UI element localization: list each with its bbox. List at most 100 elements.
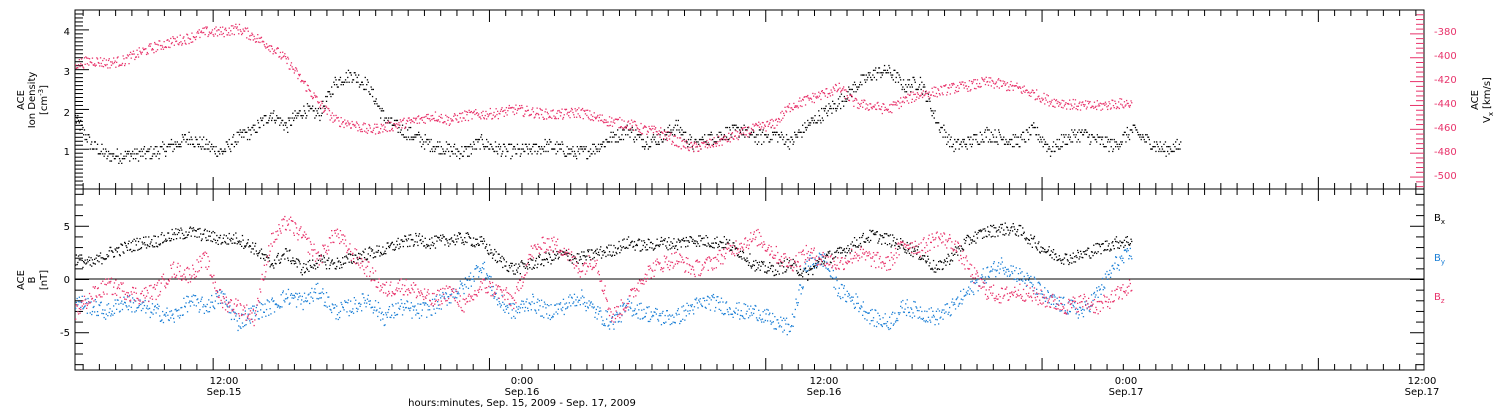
bx-point [331, 260, 333, 262]
vx-point [864, 99, 866, 102]
vx-point [341, 123, 343, 125]
density-point [886, 69, 889, 71]
bx-point [1053, 258, 1055, 261]
by-point [75, 307, 77, 310]
vx-point [666, 139, 668, 142]
vx-point [908, 102, 910, 104]
vx-point [1032, 89, 1034, 92]
vx-point [1067, 102, 1069, 105]
vx-point [84, 63, 86, 65]
density-point [481, 138, 483, 141]
bx-point [479, 236, 481, 238]
density-point [935, 122, 937, 124]
vx-point [575, 110, 577, 112]
by-point [134, 311, 136, 313]
vx-point [208, 34, 210, 36]
density-point [121, 158, 124, 160]
density-point [608, 141, 611, 143]
bx-point [973, 240, 976, 242]
vx-point [618, 127, 620, 129]
vx-point [412, 117, 415, 119]
density-point [379, 107, 381, 110]
vx-point [548, 115, 551, 117]
vx-point [483, 117, 485, 119]
bx-point [194, 235, 196, 238]
vx-point [823, 93, 826, 95]
vx-point [648, 125, 650, 128]
density-point [769, 138, 772, 141]
bx-point [227, 237, 229, 239]
vx-point [78, 59, 80, 61]
density-point [671, 131, 673, 133]
bx-point [702, 243, 704, 246]
density-point [734, 129, 736, 131]
density-point [247, 126, 249, 129]
vx-point [775, 118, 777, 120]
vx-point [362, 124, 364, 126]
density-point [927, 93, 930, 95]
density-point [687, 138, 690, 141]
bx-point [235, 232, 237, 234]
density-point [904, 91, 906, 93]
density-point [768, 141, 770, 143]
bx-point [777, 270, 779, 273]
vx-point [729, 141, 731, 143]
density-point [79, 129, 81, 131]
bx-point [580, 258, 582, 260]
vx-point [104, 64, 106, 66]
bx-point [667, 249, 669, 251]
density-point [758, 129, 761, 131]
bx-point [361, 260, 363, 263]
vx-point [744, 134, 746, 136]
bx-point [1102, 243, 1104, 245]
density-point [211, 148, 214, 150]
vx-point [354, 124, 356, 126]
bx-point [1083, 251, 1085, 253]
vx-point [469, 111, 472, 114]
density-point [1124, 131, 1126, 133]
vx-point [684, 140, 686, 143]
bx-point [754, 270, 756, 272]
vx-point [973, 87, 976, 90]
density-point [825, 105, 827, 107]
vx-point [1119, 98, 1121, 100]
bx-point [636, 244, 638, 247]
bx-point [979, 229, 981, 231]
vx-point [1084, 104, 1086, 106]
vx-point [1095, 105, 1097, 107]
density-point [1139, 136, 1141, 138]
vx-point [211, 31, 213, 33]
density-point [147, 148, 149, 150]
density-point [687, 146, 689, 148]
bx-point [998, 229, 1000, 231]
vx-point [427, 113, 429, 116]
bx-point [151, 239, 153, 241]
density-point [231, 143, 233, 145]
bx-point [348, 261, 350, 263]
density-point [595, 148, 597, 150]
vx-point [1021, 92, 1023, 94]
vx-point [832, 94, 834, 96]
bx-point [393, 249, 396, 251]
bx-point [503, 259, 505, 261]
vx-point [479, 116, 481, 118]
vx-point [359, 129, 361, 131]
density-point [999, 134, 1001, 136]
bx-point [711, 242, 713, 244]
density-point [1052, 146, 1054, 148]
bx-point [344, 262, 347, 264]
vx-point [513, 107, 515, 109]
vx-point [948, 87, 950, 89]
bx-point [1022, 227, 1024, 229]
vx-point [506, 114, 508, 116]
density-point [769, 141, 771, 143]
vx-point [176, 36, 178, 38]
density-point [423, 141, 425, 143]
vx-point [1000, 85, 1003, 87]
vx-point [638, 129, 641, 131]
vx-point [173, 37, 175, 40]
bx-point [466, 241, 468, 244]
vx-point [647, 131, 649, 133]
density-point [950, 136, 952, 138]
density-point [818, 110, 820, 112]
